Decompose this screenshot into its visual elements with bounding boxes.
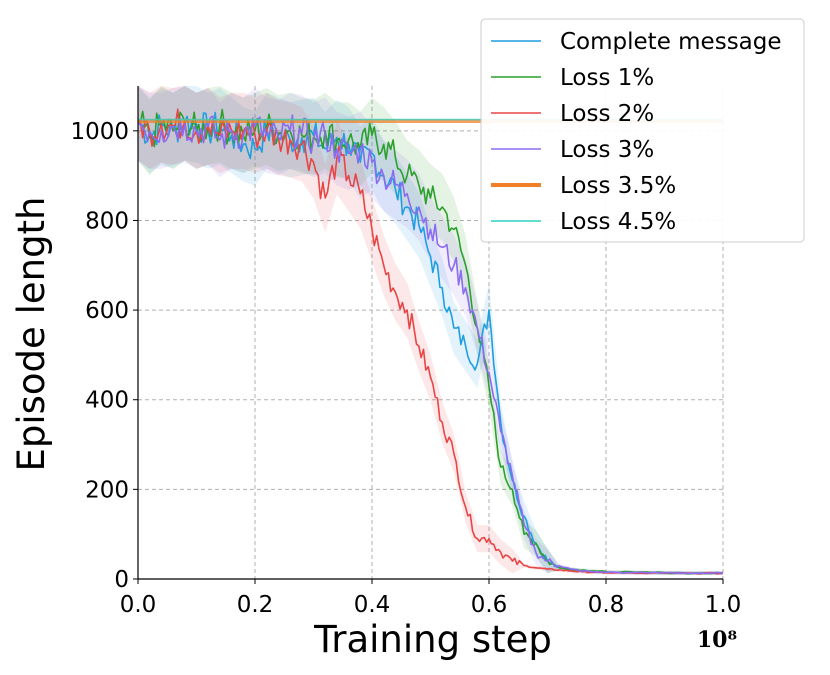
y-tick-label: 800 [85, 208, 129, 234]
x-tick-label: 0.4 [354, 592, 391, 618]
tick-labels: 0.0 0.2 0.4 0.6 0.8 1.0 0 200 400 600 800 1000 [70, 119, 741, 618]
legend-label: Loss 2% [560, 101, 654, 127]
x-tick-label: 0.6 [471, 592, 508, 618]
x-tick-label: 0.8 [588, 592, 625, 618]
y-tick-label: 200 [85, 477, 129, 503]
legend-box [480, 18, 805, 243]
legend-label: Loss 3% [560, 137, 654, 163]
series-line-loss-2- [137, 108, 724, 575]
legend: Complete message Loss 1% Loss 2% Loss 3% Los… [480, 18, 805, 243]
y-tick-label: 600 [85, 298, 129, 324]
series-line-loss-3- [137, 114, 724, 575]
y-tick-label: 400 [85, 388, 129, 414]
x-axis-title: Training step [313, 618, 552, 661]
y-tick-label: 0 [114, 567, 129, 593]
axes [133, 86, 724, 584]
x-tick-label: 1.0 [705, 592, 742, 618]
x-scale-exponent: 10⁸ [697, 627, 737, 653]
y-tick-label: 1000 [70, 119, 129, 145]
legend-label: Loss 4.5% [560, 209, 676, 235]
x-tick-label: 0.2 [237, 592, 274, 618]
series-lines [137, 108, 724, 575]
y-axis-title: Episode length [10, 196, 53, 471]
legend-label: Loss 1% [560, 65, 654, 91]
legend-label: Complete message [560, 29, 782, 55]
grid [138, 86, 724, 579]
x-tick-label: 0.0 [120, 592, 157, 618]
legend-label: Loss 3.5% [560, 173, 676, 199]
